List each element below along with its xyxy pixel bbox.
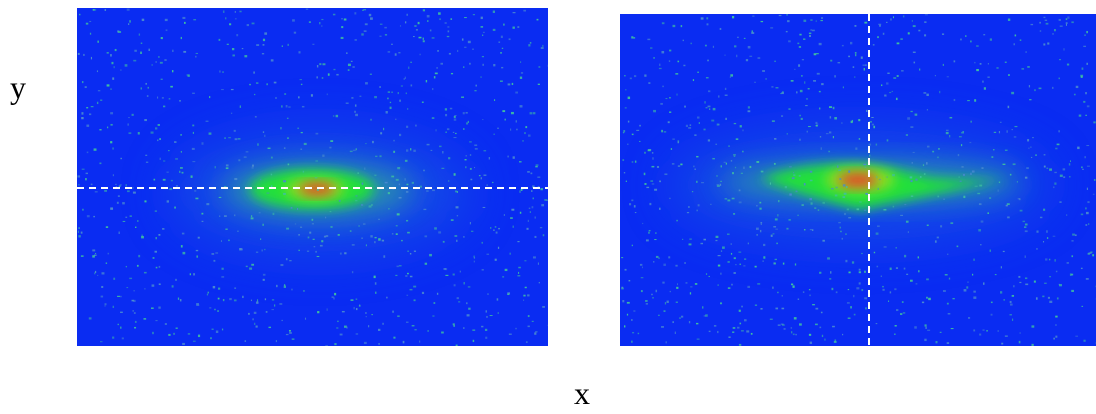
left-image [77, 8, 550, 348]
right-image [620, 14, 1096, 346]
y-axis-label: y [10, 69, 26, 105]
x-axis-label: x [574, 375, 590, 409]
